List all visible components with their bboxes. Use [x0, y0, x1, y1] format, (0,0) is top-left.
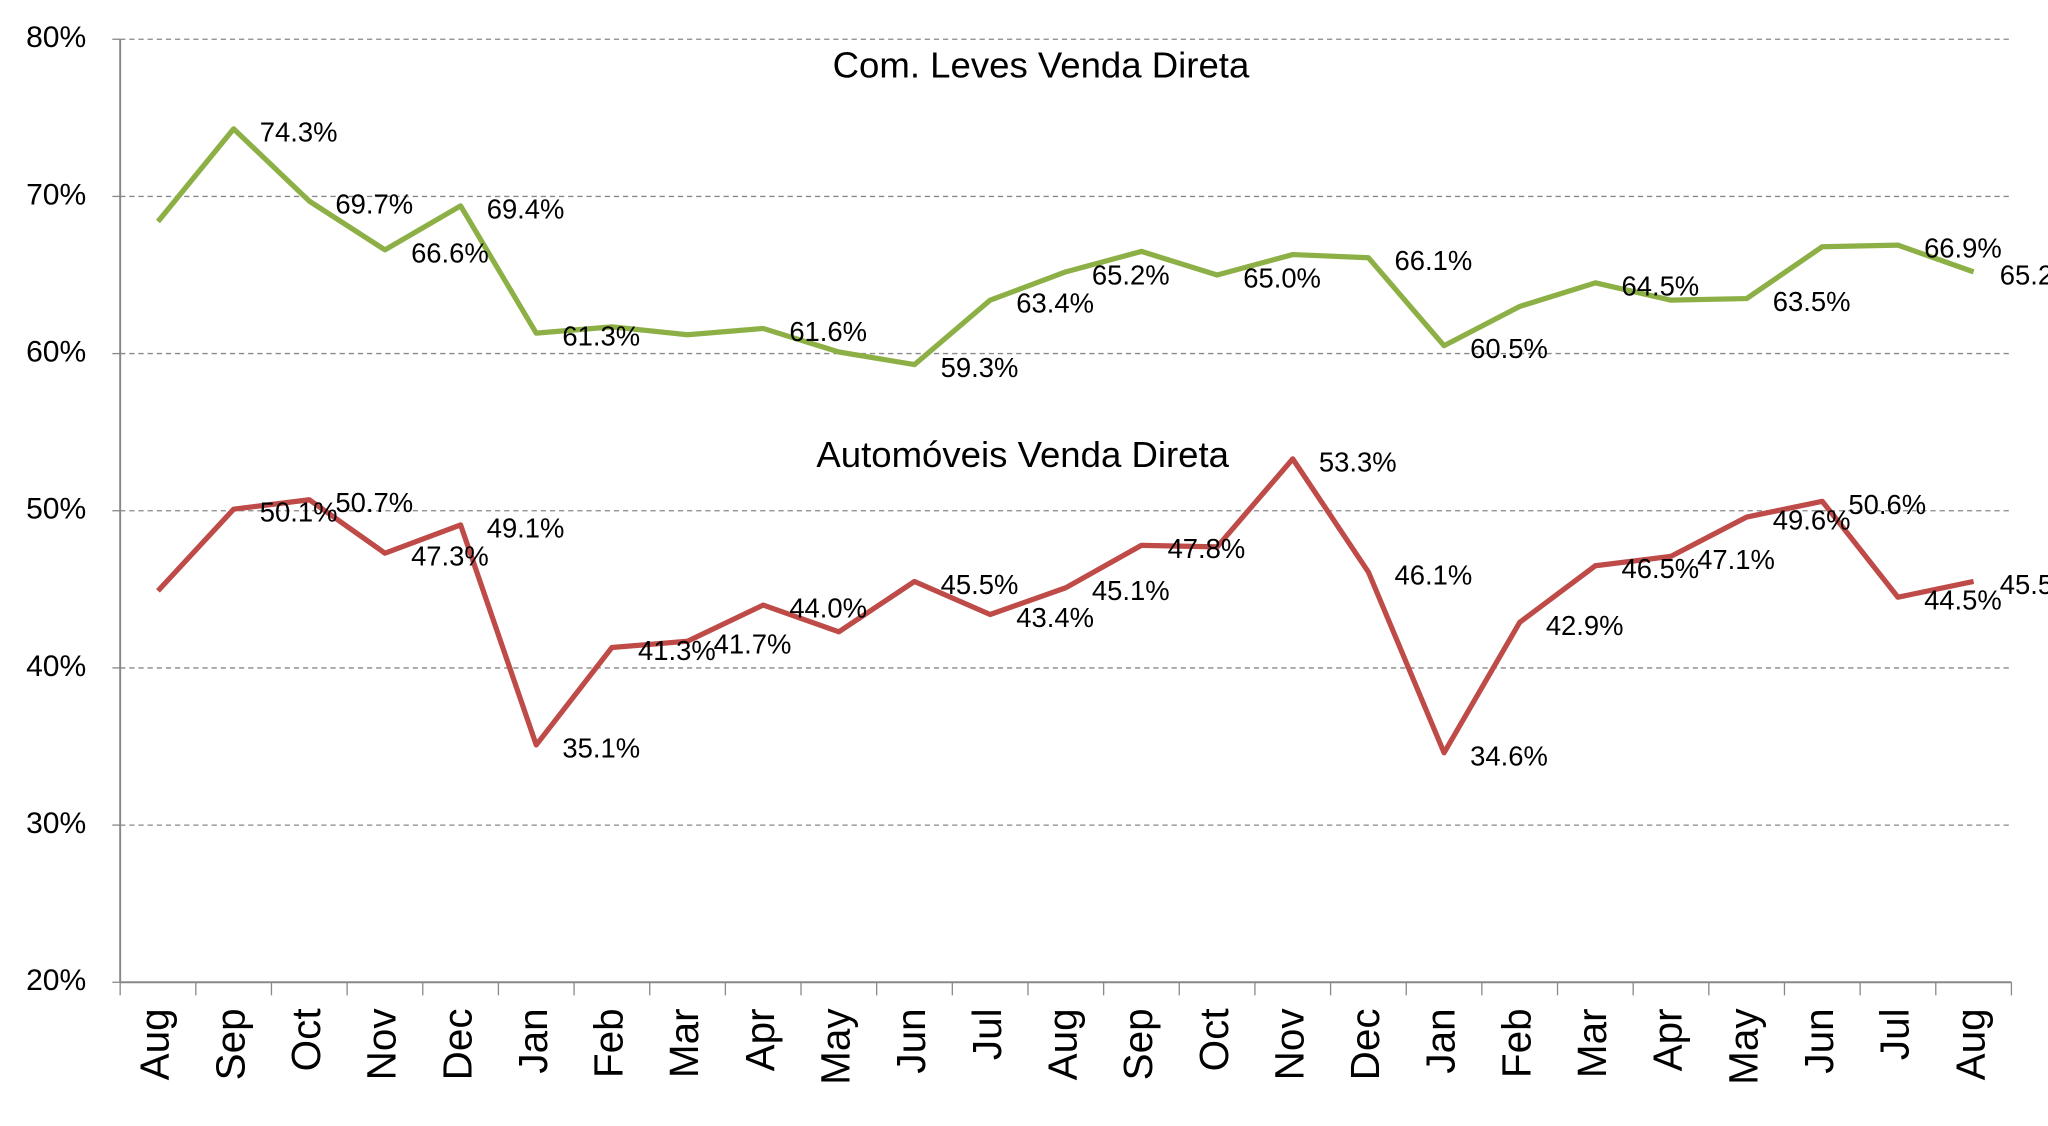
x-tick-label: Jul: [1872, 1008, 1918, 1060]
x-tick-label: Oct: [283, 1008, 329, 1071]
x-tick-label: Aug: [1947, 1008, 1993, 1080]
data-label: 35.1%: [562, 732, 640, 763]
data-label: 65.2%: [2000, 259, 2048, 290]
data-label: 60.5%: [1470, 333, 1548, 364]
data-label: 66.1%: [1395, 245, 1473, 276]
data-label: 53.3%: [1319, 446, 1397, 477]
data-label: 49.6%: [1773, 505, 1851, 536]
x-tick-label: Aug: [1039, 1008, 1085, 1080]
x-tick-label: Feb: [586, 1008, 632, 1078]
x-tick-label: Nov: [1266, 1008, 1312, 1081]
x-tick-label: Aug: [132, 1008, 178, 1080]
x-tick-label: May: [1720, 1008, 1766, 1085]
x-tick-label: Apr: [1645, 1008, 1691, 1071]
data-label: 50.6%: [1848, 489, 1926, 520]
y-tick-label: 60%: [26, 336, 86, 369]
data-label: 50.7%: [335, 487, 413, 518]
data-label: 63.5%: [1773, 286, 1851, 317]
x-tick-label: Jun: [888, 1008, 934, 1073]
data-label: 46.5%: [1621, 553, 1699, 584]
series-label: Com. Leves Venda Direta: [833, 45, 1250, 86]
x-tick-label: Sep: [1115, 1008, 1161, 1080]
x-tick-label: Apr: [737, 1008, 783, 1071]
data-label: 41.7%: [714, 629, 792, 660]
x-tick-label: Jul: [964, 1008, 1010, 1060]
series-line: [156, 456, 1975, 756]
y-tick-label: 80%: [26, 21, 86, 54]
x-tick-label: Mar: [661, 1008, 707, 1078]
data-label: 41.3%: [638, 635, 716, 666]
data-label: 61.6%: [789, 316, 867, 347]
data-label: 45.5%: [941, 569, 1019, 600]
y-tick-label: 20%: [26, 964, 86, 997]
x-tick-label: Nov: [359, 1008, 405, 1081]
x-tick-label: Sep: [207, 1008, 253, 1080]
data-label: 65.2%: [1092, 259, 1170, 290]
series-label: Automóveis Venda Direta: [816, 434, 1229, 475]
data-label: 49.1%: [487, 512, 565, 543]
data-label: 43.4%: [1016, 602, 1094, 633]
y-tick-label: 30%: [26, 807, 86, 840]
data-label: 47.3%: [411, 541, 489, 572]
x-tick-label: May: [813, 1008, 859, 1085]
data-label: 63.4%: [1016, 288, 1094, 319]
x-tick-label: Oct: [1191, 1008, 1237, 1071]
data-label: 34.6%: [1470, 740, 1548, 771]
y-tick-label: 40%: [26, 650, 86, 683]
y-tick-label: 70%: [26, 178, 86, 211]
data-label: 61.3%: [562, 321, 640, 352]
x-tick-label: Jan: [510, 1008, 556, 1073]
data-label: 65.0%: [1243, 262, 1321, 293]
x-tick-label: Mar: [1569, 1008, 1615, 1078]
series-line: [155, 126, 1975, 368]
data-label: 50.1%: [260, 497, 338, 528]
data-label: 64.5%: [1621, 270, 1699, 301]
data-label: 47.1%: [1697, 544, 1775, 575]
data-label: 59.3%: [941, 352, 1019, 383]
data-label: 45.1%: [1092, 575, 1170, 606]
data-label: 69.4%: [487, 193, 565, 224]
x-tick-label: Dec: [1342, 1008, 1388, 1080]
data-label: 66.9%: [1924, 233, 2002, 264]
y-tick-label: 50%: [26, 493, 86, 526]
data-label: 66.6%: [411, 237, 489, 268]
data-label: 42.9%: [1546, 610, 1624, 641]
data-label: 69.7%: [335, 189, 413, 220]
x-tick-label: Feb: [1493, 1008, 1539, 1078]
data-label: 46.1%: [1395, 560, 1473, 591]
data-label: 47.8%: [1168, 533, 1246, 564]
x-tick-label: Jun: [1796, 1008, 1842, 1073]
x-tick-label: Jan: [1418, 1008, 1464, 1073]
data-label: 44.5%: [1924, 585, 2002, 616]
data-label: 74.3%: [260, 116, 338, 147]
data-label: 45.5%: [2000, 569, 2048, 600]
data-label: 44.0%: [789, 593, 867, 624]
x-tick-label: Dec: [434, 1008, 480, 1080]
